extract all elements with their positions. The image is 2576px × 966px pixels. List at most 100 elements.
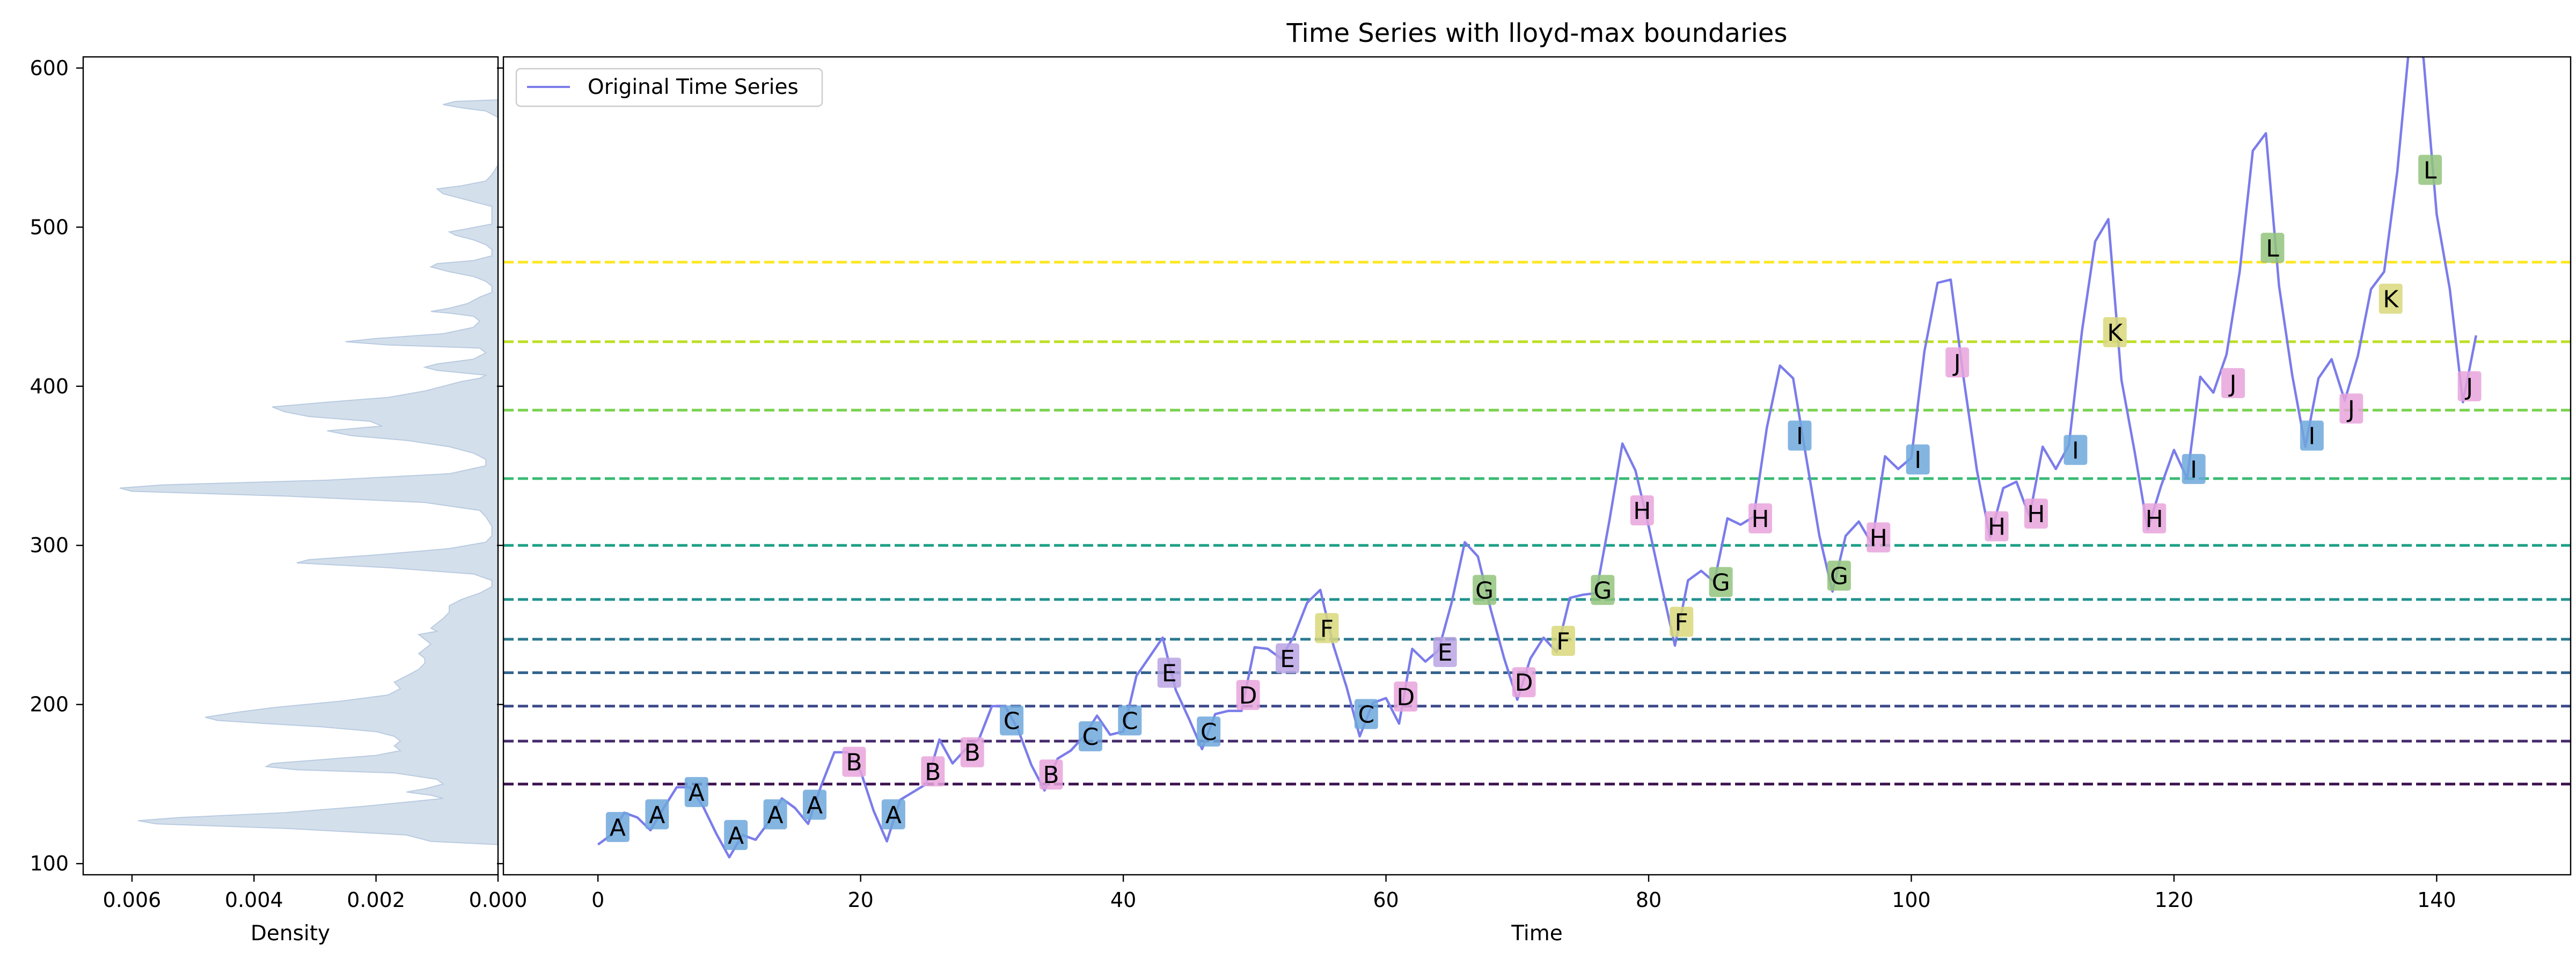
symbol-box <box>2300 420 2324 451</box>
symbol-text: A <box>728 822 744 850</box>
symbol-box <box>2339 393 2363 424</box>
symbol-box <box>645 799 669 830</box>
symbol-label: G <box>1591 575 1615 605</box>
symbol-label: B <box>960 737 984 767</box>
symbol-label: K <box>2103 317 2127 347</box>
symbol-text: B <box>846 749 862 776</box>
density-y-tick-label: 200 <box>30 693 69 716</box>
symbol-box <box>763 799 787 830</box>
symbol-text: I <box>1914 447 1921 474</box>
symbol-text: L <box>2424 157 2437 185</box>
symbol-box <box>1985 511 2009 541</box>
symbol-label: G <box>1473 575 1497 605</box>
series-line-layer <box>597 57 2478 859</box>
symbol-label: I <box>1906 444 1930 475</box>
symbol-box <box>1236 679 1260 710</box>
symbol-text: C <box>1201 719 1217 746</box>
legend-label: Original Time Series <box>588 75 799 99</box>
symbol-text: A <box>689 779 705 807</box>
symbol-label: I <box>1788 420 1812 451</box>
symbol-label: F <box>1670 606 1694 637</box>
symbol-box <box>1630 495 1654 526</box>
symbol-label: I <box>2300 420 2324 451</box>
symbol-label: K <box>2379 283 2403 314</box>
symbol-text: D <box>1515 669 1533 697</box>
symbol-text: J <box>2464 374 2473 401</box>
time-series-frame <box>502 56 2572 876</box>
legend-box <box>515 68 823 107</box>
symbol-text: C <box>1082 723 1099 751</box>
symbol-label: I <box>2182 453 2206 484</box>
symbol-box <box>921 756 945 787</box>
symbol-box <box>1748 503 1773 533</box>
symbol-label: C <box>1354 699 1378 729</box>
symbol-label: F <box>1315 613 1339 643</box>
density-x-tick-label: 0.006 <box>103 888 162 912</box>
symbol-label: J <box>1945 347 1970 378</box>
symbol-label: E <box>1433 636 1457 667</box>
symbol-text: C <box>1004 707 1020 735</box>
symbol-text: B <box>964 740 980 767</box>
symbol-box <box>1867 522 1891 553</box>
symbol-box <box>1709 567 1733 597</box>
symbol-box <box>960 737 984 767</box>
symbol-label: A <box>645 799 669 830</box>
symbol-box <box>1591 575 1615 605</box>
symbol-box <box>881 799 905 830</box>
symbol-box <box>724 819 748 850</box>
symbol-label: L <box>2418 155 2442 185</box>
symbol-box <box>2260 232 2285 263</box>
symbol-text: E <box>1280 646 1295 673</box>
symbol-label: J <box>2221 368 2245 398</box>
symbol-label: C <box>1078 721 1102 752</box>
symbol-label: F <box>1551 626 1575 656</box>
symbol-label: E <box>1276 643 1300 674</box>
symbol-label: J <box>2457 371 2482 401</box>
symbol-label: A <box>724 819 748 850</box>
density-area <box>119 99 498 845</box>
symbol-box <box>1827 560 1851 591</box>
time-x-tick-label: 60 <box>1373 888 1399 912</box>
symbol-box <box>1670 606 1694 637</box>
symbol-box <box>1473 575 1497 605</box>
density-frame <box>82 56 499 876</box>
symbol-box <box>605 812 630 843</box>
symbol-box <box>1078 721 1102 752</box>
symbol-text: H <box>2027 501 2045 528</box>
symbol-text: A <box>649 801 665 829</box>
time-x-tick-label: 40 <box>1110 888 1136 912</box>
symbol-text: G <box>1593 577 1612 604</box>
symbol-text: H <box>1751 506 1769 533</box>
symbol-text: G <box>1475 577 1494 604</box>
symbol-text: D <box>1239 682 1257 709</box>
symbol-text: K <box>2383 286 2399 313</box>
symbol-label: B <box>842 747 866 777</box>
boundary-lines <box>503 260 2571 786</box>
symbol-label: A <box>763 799 787 830</box>
symbol-text: F <box>1675 609 1688 636</box>
symbol-text: G <box>1712 569 1730 596</box>
time-x-tick-label: 0 <box>591 888 604 912</box>
density-panel: 0.006 0.004 0.002 0.000 100200300400500600 … <box>30 56 527 946</box>
symbol-text: I <box>1796 423 1803 450</box>
symbol-text: E <box>1438 639 1453 667</box>
symbol-box <box>1315 613 1339 643</box>
density-x-tick-label: 0.004 <box>225 888 283 912</box>
symbol-box <box>684 777 708 807</box>
symbol-label: L <box>2260 232 2285 263</box>
density-x-tick-label: 0.002 <box>347 888 405 912</box>
symbol-text: B <box>1043 762 1059 789</box>
symbol-text: H <box>1870 524 1887 552</box>
symbol-text: L <box>2266 235 2279 262</box>
symbol-box <box>2221 368 2245 398</box>
symbol-text: J <box>1952 349 1961 377</box>
symbol-text: C <box>1122 707 1138 735</box>
symbol-box <box>803 789 827 820</box>
symbol-box <box>1512 667 1536 698</box>
symbol-label: C <box>1118 705 1142 736</box>
symbol-label: I <box>2063 435 2088 465</box>
symbol-text: B <box>925 758 941 786</box>
